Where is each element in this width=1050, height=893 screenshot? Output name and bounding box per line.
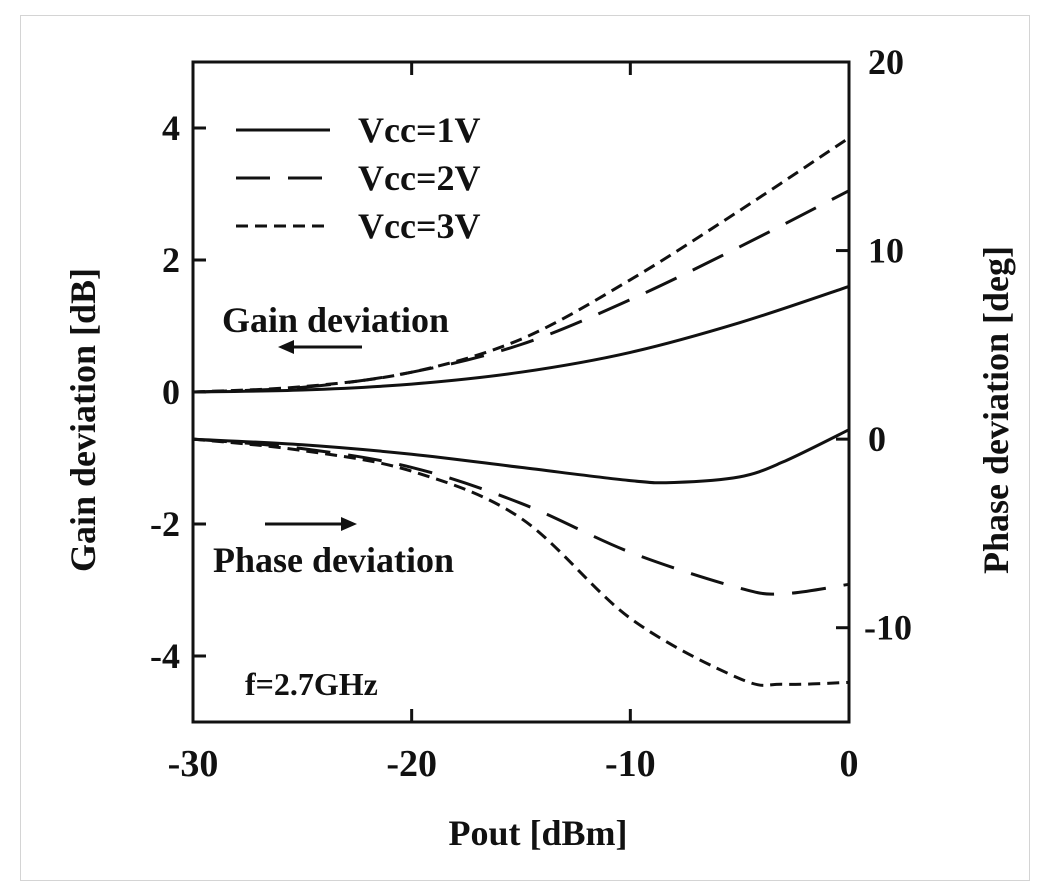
y-axis-left-title: Gain deviation [dB]: [63, 268, 103, 572]
frequency-annotation: f=2.7GHz: [245, 666, 378, 702]
gain-series-1: [192, 284, 850, 394]
legend: Vcc=1V Vcc=2V Vcc=3V: [236, 110, 480, 246]
y-left-tick-label: -4: [150, 636, 180, 676]
legend-label-1: Vcc=1V: [358, 110, 480, 150]
gain-series-2: [192, 189, 850, 394]
y-left-tick-label: 4: [162, 108, 180, 148]
y-left-tick-label: -2: [150, 504, 180, 544]
phase-series-2: [192, 437, 850, 596]
x-tick-label: -30: [168, 743, 219, 785]
phase-arrow-head: [341, 517, 357, 531]
gain-arrow-head: [278, 340, 294, 354]
y-right-tick-label: 0: [868, 419, 886, 459]
legend-label-3: Vcc=3V: [358, 206, 480, 246]
plot-area: [191, 60, 851, 724]
x-axis-title: Pout [dBm]: [449, 813, 628, 853]
x-tick-label: -10: [605, 743, 656, 785]
y-axis-right-title: Phase deviation [deg]: [976, 246, 1016, 574]
phase-series-3: [192, 437, 850, 687]
x-tick-label: -20: [386, 743, 437, 785]
phase-annotation: Phase deviation: [213, 540, 454, 580]
legend-label-2: Vcc=2V: [358, 158, 480, 198]
phase-series-1: [192, 428, 850, 485]
x-tick-label: 0: [840, 743, 859, 785]
axis-ticks: [191, 60, 851, 722]
figure-frame: [20, 15, 1030, 881]
y-left-tick-label: 0: [162, 372, 180, 412]
y-left-tick-label: 2: [162, 240, 180, 280]
y-right-tick-label: 20: [868, 42, 904, 82]
gain-series-3: [192, 136, 850, 394]
gain-annotation: Gain deviation: [222, 300, 449, 340]
y-right-tick-label: 10: [868, 231, 904, 271]
series-lines: [192, 136, 850, 687]
y-right-tick-label: -10: [864, 608, 912, 648]
